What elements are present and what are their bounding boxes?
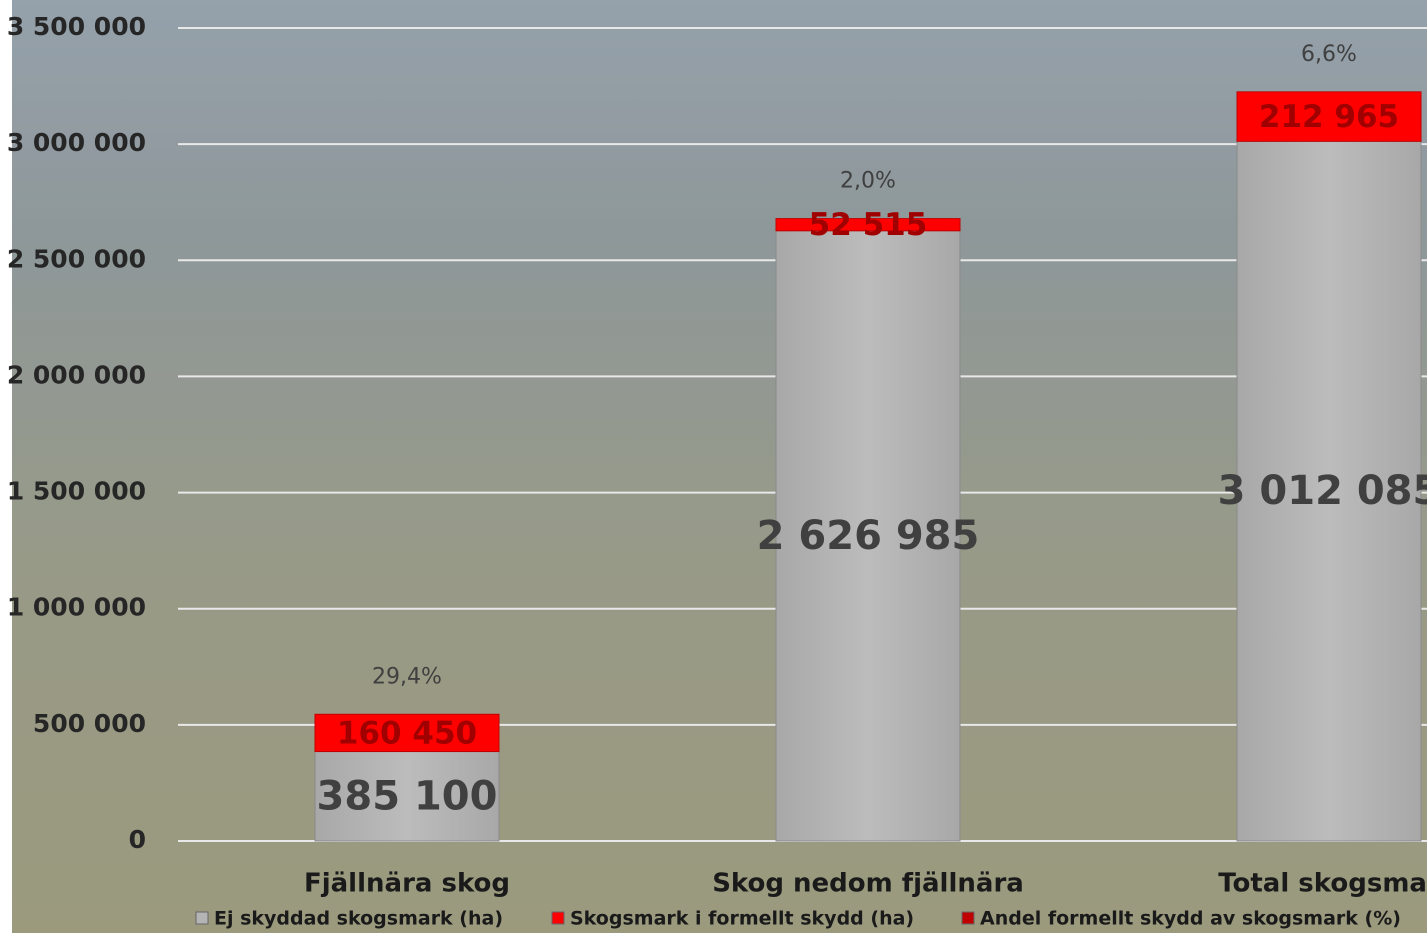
bar-unprotected [1236,140,1422,842]
y-tick-label: 1 500 000 [7,477,146,506]
y-tick-label: 3 000 000 [7,128,146,157]
background-photo [12,0,1427,933]
y-tick-label: 2 000 000 [7,360,146,389]
background-overlay [12,0,1427,933]
value-label: 3 012 085 [1218,468,1427,514]
y-tick-label: 0 [129,825,146,854]
legend-label: Andel formellt skydd av skogsmark (%) [980,908,1401,930]
value-label: 212 965 [1259,99,1399,135]
y-tick-label: 3 500 000 [7,12,146,41]
percent-label: 6,6% [1301,42,1357,67]
value-label: 160 450 [337,715,477,751]
legend-swatch [195,911,209,925]
bar-unprotected [314,751,500,842]
bar-unprotected [775,230,961,842]
percent-label: 2,0% [840,169,896,194]
y-tick-label: 1 000 000 [7,593,146,622]
y-tick-label: 500 000 [33,709,146,738]
value-label: 385 100 [317,773,498,819]
percent-label: 29,4% [372,664,442,689]
legend-label: Ej skyddad skogsmark (ha) [214,908,503,930]
value-label: 2 626 985 [757,513,980,559]
bar-protected [775,218,961,232]
x-tick-label: Skog nedom fjällnära [712,869,1024,899]
x-tick-label: Total skogsmar [1218,869,1427,899]
legend-swatch [551,911,565,925]
bar-protected [314,713,500,753]
x-tick-label: Fjällnära skog [304,869,510,899]
legend-label: Skogsmark i formellt skydd (ha) [570,908,914,930]
legend-swatch [961,911,975,925]
value-label: 52 515 [809,207,928,243]
bar-protected [1236,91,1422,142]
y-tick-label: 2 500 000 [7,244,146,273]
